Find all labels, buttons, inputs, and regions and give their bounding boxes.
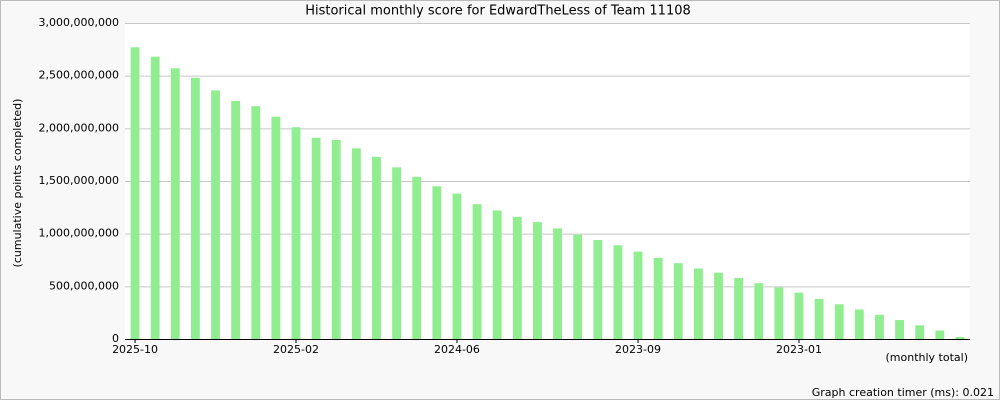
bar	[492, 210, 502, 339]
bar	[372, 156, 381, 339]
y-tick-label: 1,000,000,000	[39, 227, 119, 240]
y-tick-label: 1,500,000,000	[39, 174, 119, 187]
x-tick-label: 2025-02	[273, 343, 319, 356]
footer: Graph creation timer (ms): 0.021	[812, 386, 994, 399]
bar	[170, 68, 180, 339]
x-axis-label: (monthly total)	[886, 351, 969, 364]
bar	[593, 239, 603, 339]
bar	[211, 90, 220, 339]
x-tick-label: 2025-10	[112, 343, 158, 356]
bar	[935, 330, 945, 339]
bar	[432, 186, 442, 339]
bar	[633, 251, 643, 339]
bar	[553, 228, 562, 339]
bar	[714, 272, 723, 339]
bar	[452, 193, 462, 339]
bar	[130, 47, 140, 340]
bar	[854, 309, 864, 339]
x-tick-label: 2023-09	[615, 343, 661, 356]
bar	[673, 263, 683, 339]
bar	[190, 77, 200, 340]
bar	[834, 304, 844, 339]
y-tick-label: 2,500,000,000	[39, 69, 119, 82]
bar	[351, 148, 361, 339]
bar	[875, 314, 884, 339]
bar	[693, 268, 703, 339]
bar	[734, 277, 744, 339]
bar	[613, 245, 623, 339]
bar	[251, 106, 261, 339]
bar	[331, 139, 341, 339]
bar	[271, 116, 281, 339]
chart-title: Historical monthly score for EdwardTheLe…	[305, 4, 691, 19]
bar	[472, 204, 482, 339]
bar	[533, 222, 542, 339]
bar	[794, 292, 804, 339]
bar	[291, 127, 301, 339]
y-tick-label: 3,000,000,000	[39, 16, 119, 29]
bar	[754, 283, 764, 339]
y-tick-label: 500,000,000	[49, 279, 119, 292]
bar	[814, 298, 824, 339]
bar	[512, 216, 522, 339]
bar	[895, 320, 905, 339]
bar	[412, 176, 422, 339]
y-tick-label: 2,000,000,000	[39, 121, 119, 134]
bar	[573, 234, 583, 339]
bar	[231, 100, 241, 340]
bar	[653, 257, 663, 339]
x-tick-label: 2023-01	[776, 343, 822, 356]
y-tick-label: 0	[112, 332, 119, 345]
bar	[774, 287, 784, 339]
bar	[392, 167, 402, 339]
bar	[915, 325, 925, 339]
x-tick-label: 2024-06	[434, 343, 480, 356]
bar	[150, 56, 160, 339]
bar	[955, 336, 965, 339]
y-axis-label: (cumulative points completed)	[11, 99, 24, 268]
bar	[311, 137, 321, 339]
